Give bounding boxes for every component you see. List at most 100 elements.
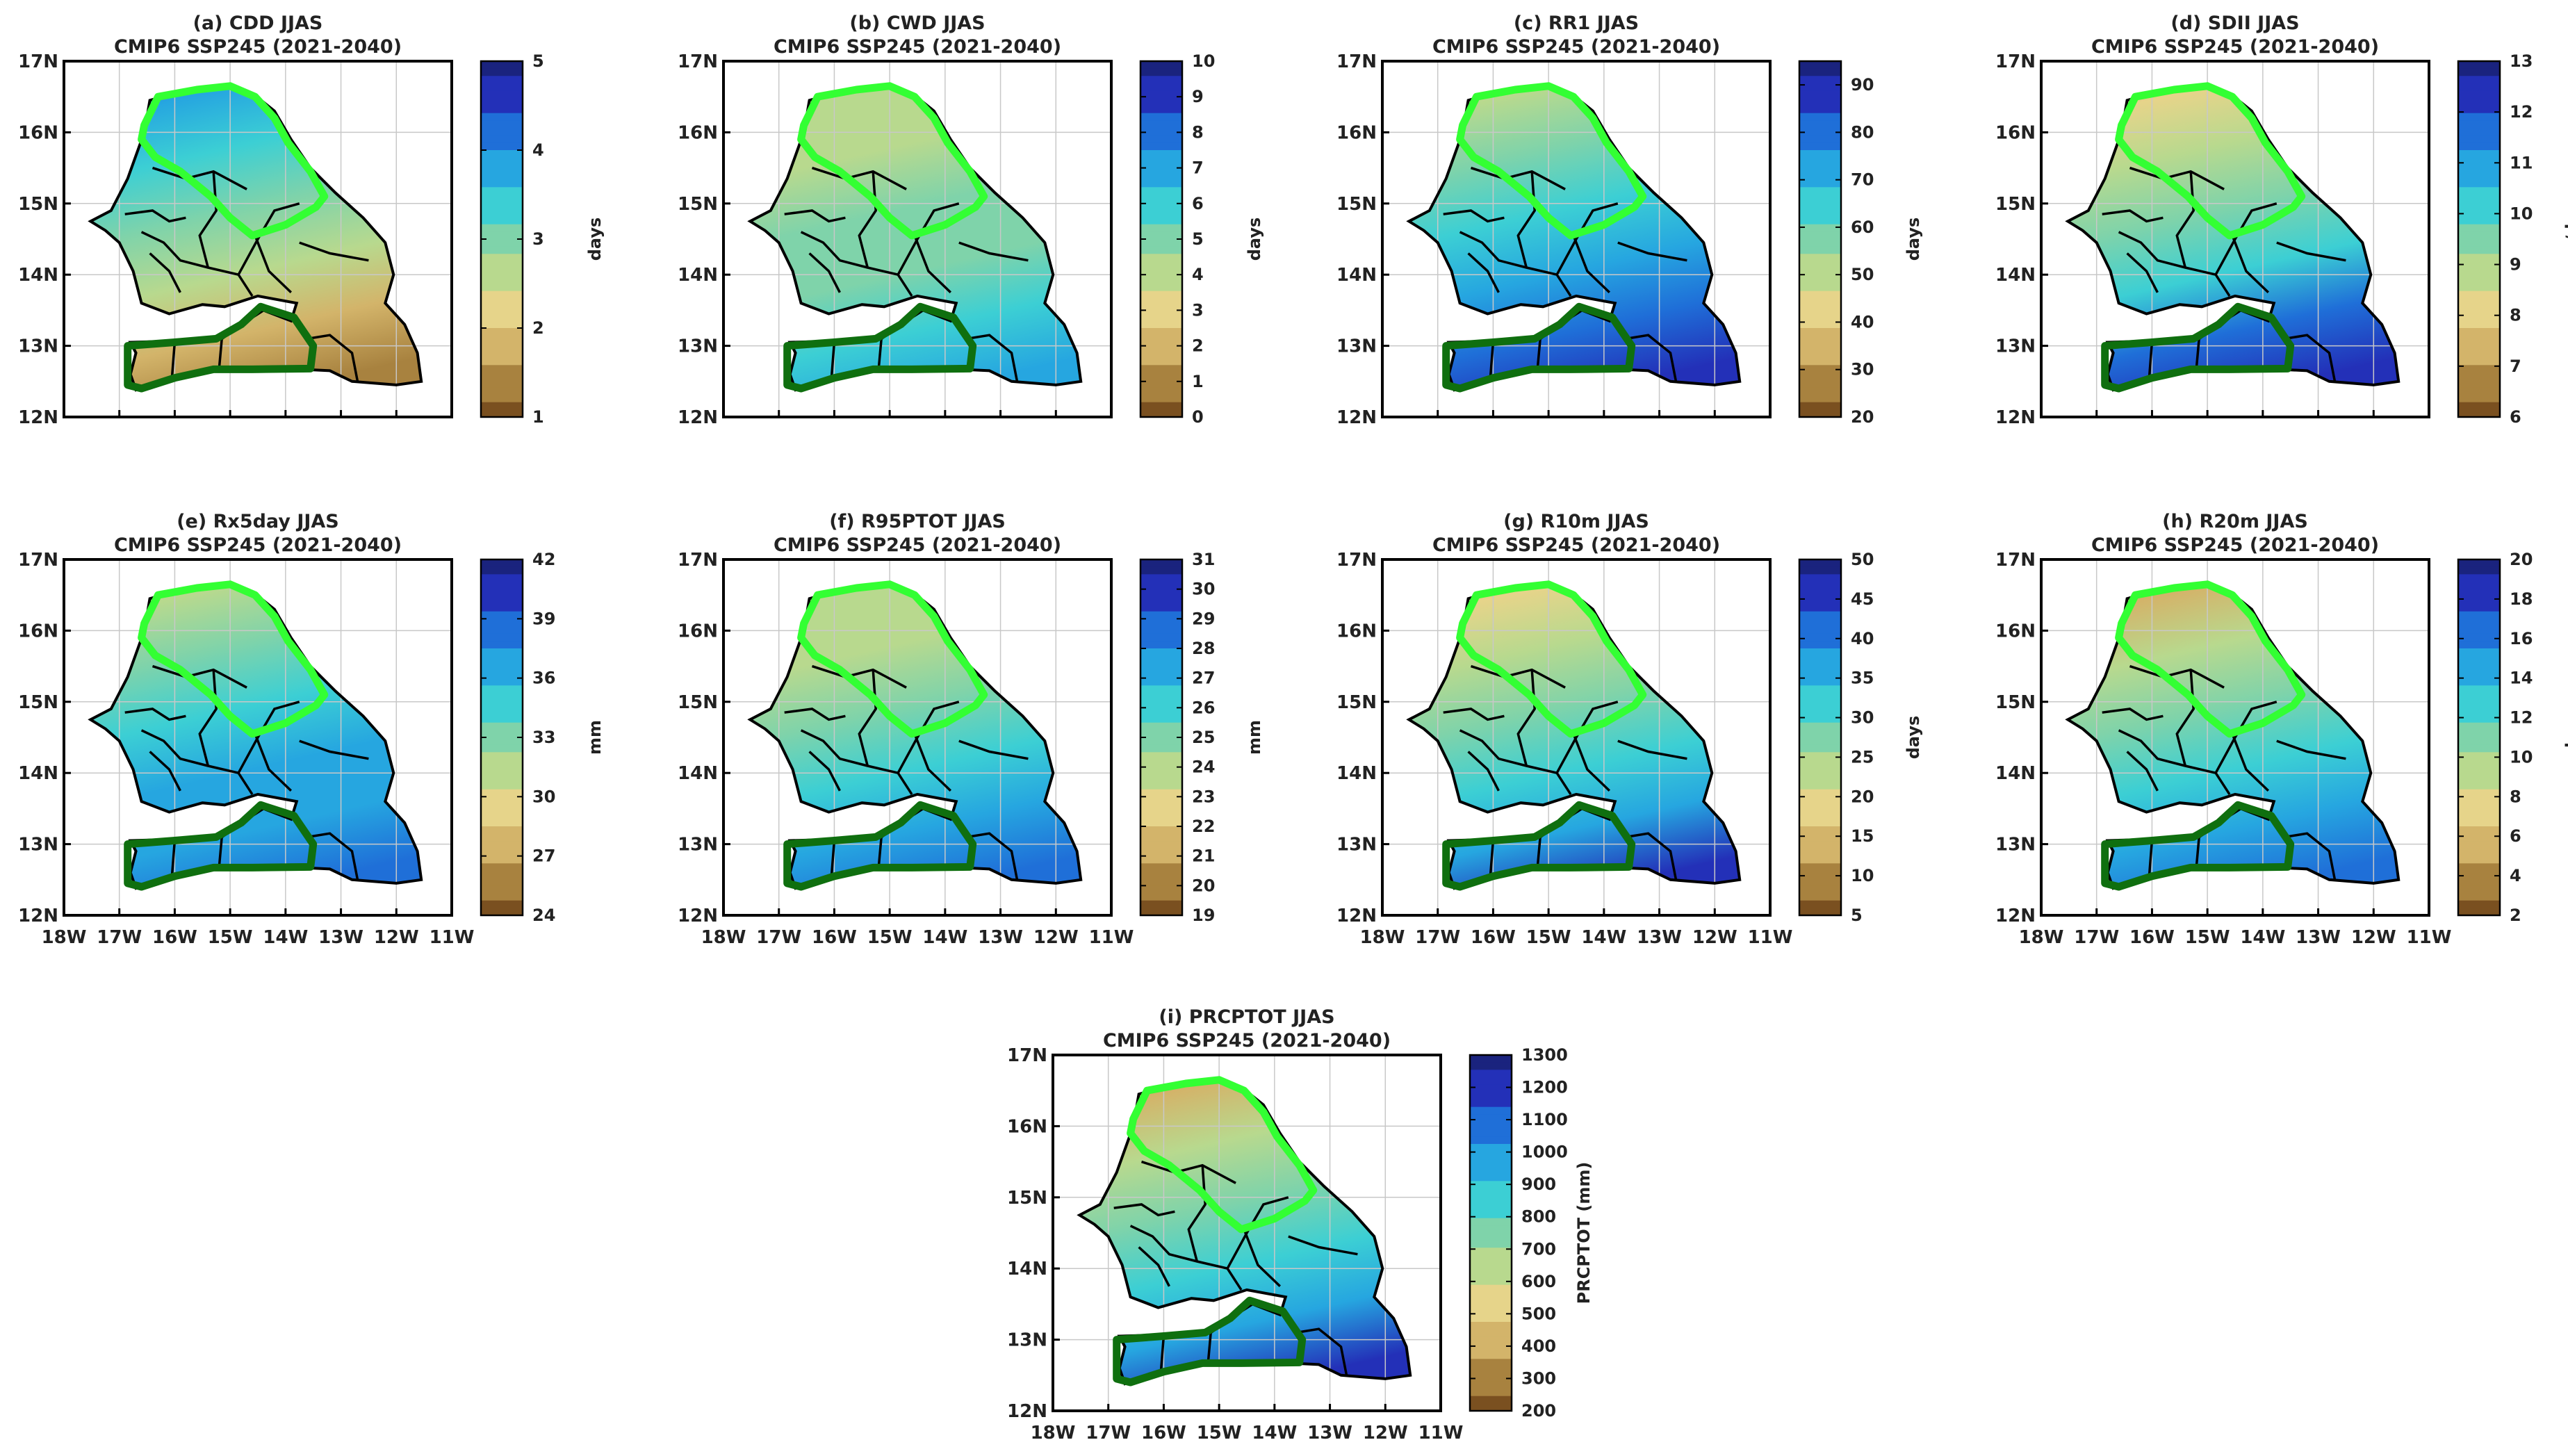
colorbar-segment [2458, 76, 2500, 84]
colorbar-segment [2458, 841, 2500, 849]
colorbar-tick-label: 600 [1521, 1272, 1556, 1291]
colorbar-segment [2458, 700, 2500, 708]
colorbar-tick-label: 13 [2510, 51, 2533, 71]
admin-boundary [877, 837, 883, 868]
colorbar-segment [1470, 1403, 1512, 1412]
lat-tick-label: 14N [678, 763, 718, 784]
colorbar-segment [1140, 878, 1182, 886]
colorbar-segment [1140, 261, 1182, 270]
colorbar-tick-label: 28 [1192, 639, 1215, 658]
admin-boundary [1243, 1229, 1282, 1288]
admin-boundary [1207, 1332, 1212, 1364]
colorbar-segment [1140, 841, 1182, 849]
colorbar-segment [2458, 871, 2500, 879]
colorbar-tick-label: 2 [1192, 336, 1204, 356]
colorbar-segment [1470, 1292, 1512, 1300]
colorbar-segment [481, 589, 523, 597]
lat-tick-label: 17N [1336, 51, 1377, 72]
lat-tick-label: 13N [678, 336, 718, 357]
colorbar-segment [2458, 395, 2500, 403]
colorbar-segment [1140, 596, 1182, 605]
colorbar-segment [2458, 811, 2500, 819]
colorbar-unit-label: days [1245, 218, 1264, 261]
colorbar-tick-label: 25 [1851, 747, 1874, 767]
colorbar-segment [1140, 574, 1182, 582]
colorbar-segment [1470, 1233, 1512, 1241]
colorbar-segment [1799, 707, 1841, 716]
colorbar-segment [1470, 1322, 1512, 1330]
colorbar-segment [481, 744, 523, 753]
colorbar: 19 20 21 22 23 24 25 26 27 28 29 30 31 mm [1139, 550, 1264, 925]
colorbar-segment [481, 641, 523, 649]
admin-boundary [1129, 1225, 1243, 1291]
colorbar-segment [2458, 291, 2500, 299]
colorbar-tick-label: 1300 [1521, 1045, 1568, 1065]
colorbar-segment [1140, 685, 1182, 694]
colorbar-segment [481, 98, 523, 106]
lon-tick-label: 13W [978, 927, 1023, 948]
panel-title: (f) R95PTOT JJAS [829, 511, 1006, 532]
admin-boundary [830, 840, 836, 876]
lat-tick-label: 13N [1995, 336, 2036, 357]
colorbar-segment [481, 313, 523, 321]
colorbar-segment [2458, 120, 2500, 129]
colorbar-segment [1140, 663, 1182, 671]
colorbar-segment [481, 224, 523, 232]
colorbar-segment [1799, 217, 1841, 225]
colorbar-segment [481, 298, 523, 306]
admin-boundary [858, 669, 877, 767]
colorbar-segment [1799, 395, 1841, 403]
colorbar-segment [2458, 379, 2500, 388]
colorbar-segment [2458, 239, 2500, 247]
colorbar-tick-label: 8 [2510, 787, 2521, 806]
lon-tick-label: 16W [1471, 927, 1516, 948]
south-zone-outline [1442, 302, 1636, 393]
colorbar-tick-label: 35 [1851, 669, 1874, 688]
colorbar-segment [1799, 254, 1841, 262]
colorbar-tick-label: 4 [1192, 265, 1204, 284]
admin-boundary [967, 334, 1019, 382]
admin-boundary [958, 241, 1029, 262]
colorbar-segment [481, 335, 523, 343]
lat-tick-label: 12N [678, 906, 718, 926]
colorbar-tick-label: 5 [532, 51, 544, 71]
colorbar-tick-label: 70 [1851, 170, 1874, 190]
colorbar-segment [2458, 826, 2500, 835]
admin-boundary [811, 166, 907, 190]
colorbar-tick-label: 50 [1851, 550, 1874, 569]
colorbar-segment [1799, 744, 1841, 753]
colorbar-segment [1140, 76, 1182, 84]
lat-tick-label: 12N [18, 407, 58, 428]
colorbar-frame [2457, 60, 2501, 418]
colorbar-segment [1140, 373, 1182, 381]
colorbar-segment [2458, 165, 2500, 173]
lat-tick-label: 16N [678, 122, 718, 143]
colorbar-segment [1799, 648, 1841, 657]
admin-boundary [1572, 235, 1611, 294]
colorbar-segment [1799, 878, 1841, 886]
colorbar-segment [1140, 767, 1182, 775]
colorbar-segment [1799, 796, 1841, 805]
admin-boundary [218, 338, 223, 370]
lon-tick-label: 11W [1089, 927, 1134, 948]
colorbar-segment [481, 685, 523, 694]
colorbar-segment [481, 767, 523, 775]
colorbar-tick-label: 20 [1851, 787, 1874, 806]
admin-boundary [1572, 733, 1611, 792]
colorbar-segment [2458, 856, 2500, 864]
colorbar-segment [481, 900, 523, 908]
colorbar-segment [481, 782, 523, 790]
colorbar-segment [2458, 365, 2500, 373]
admin-boundary [2129, 166, 2225, 190]
colorbar-segment [481, 328, 523, 336]
lat-tick-label: 14N [1336, 763, 1377, 784]
colorbar-unit-label: days [585, 218, 605, 261]
colorbar-segment [2458, 128, 2500, 136]
colorbar-tick-label: 500 [1521, 1304, 1556, 1323]
colorbar-segment [1799, 83, 1841, 92]
colorbar-segment [1799, 172, 1841, 181]
colorbar-segment [481, 113, 523, 121]
admin-boundary [198, 171, 218, 268]
